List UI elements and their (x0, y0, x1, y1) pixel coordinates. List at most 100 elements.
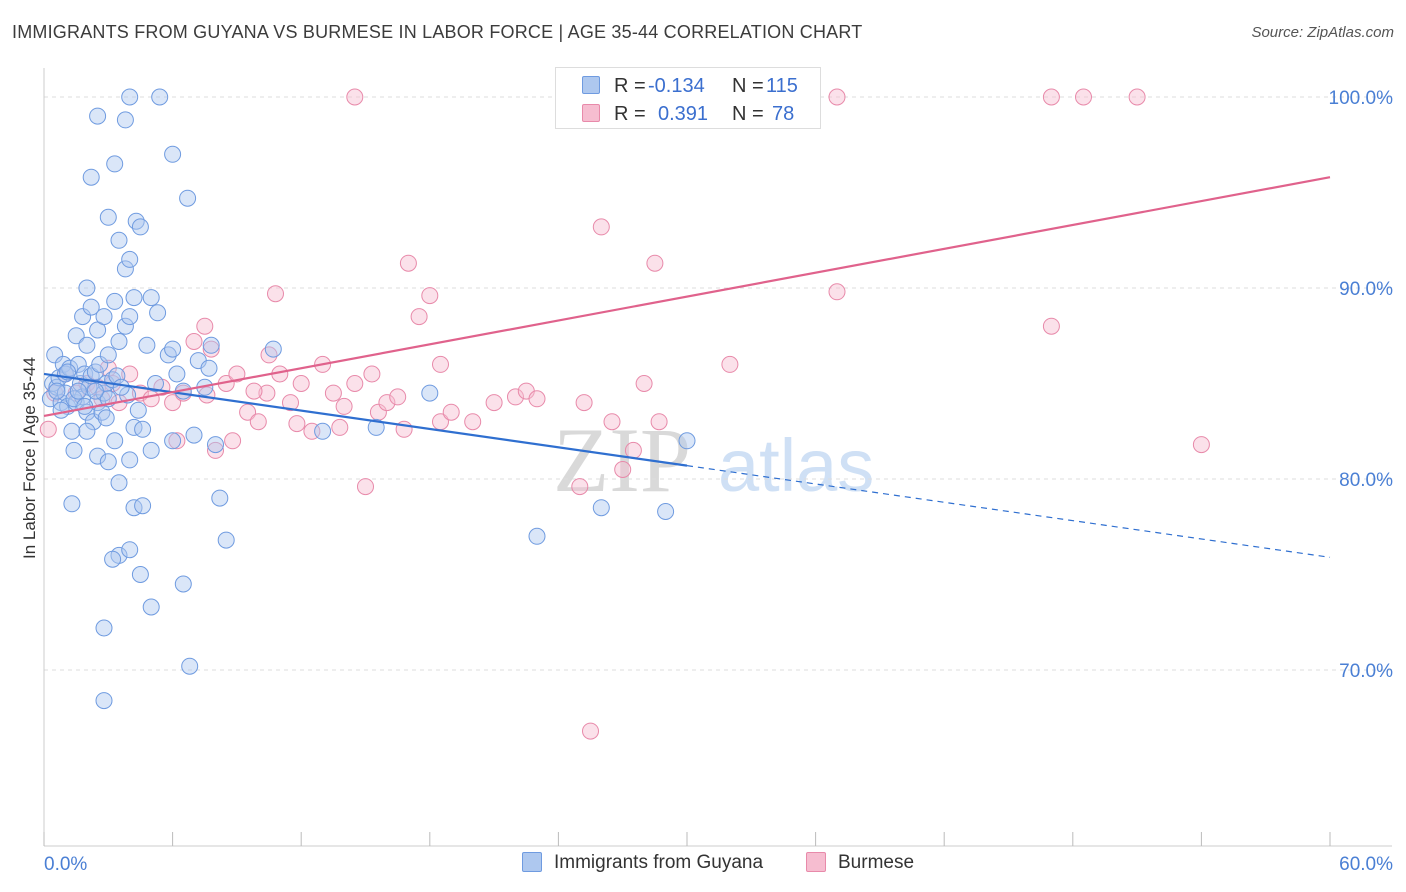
data-point (129, 401, 147, 419)
data-point (112, 378, 130, 396)
data-point (121, 365, 139, 383)
data-point (78, 336, 96, 354)
chart-title: IMMIGRANTS FROM GUYANA VS BURMESE IN LAB… (12, 22, 863, 42)
data-point (104, 550, 122, 568)
data-point (200, 359, 218, 377)
data-point (314, 422, 332, 440)
data-point (63, 495, 81, 513)
data-point (131, 566, 149, 583)
data-point (582, 722, 599, 740)
stats-legend: R = -0.134 N = 115 R = 0.391 N = 78 (555, 67, 821, 129)
data-point (288, 415, 306, 433)
data-point (258, 384, 276, 402)
data-point (367, 418, 385, 436)
data-point (575, 394, 593, 412)
data-point (282, 394, 299, 412)
x-tick-label: 60.0% (1339, 854, 1393, 875)
data-point (624, 441, 642, 459)
data-point (89, 447, 107, 465)
axes (43, 68, 1392, 847)
data-point (168, 365, 186, 383)
data-point (78, 422, 96, 440)
legend-n-value: 78 (772, 103, 795, 125)
data-point (346, 375, 364, 392)
y-tick-label: 70.0% (1339, 661, 1393, 682)
data-point (678, 432, 696, 450)
bottom-legend-burmese: Burmese (806, 852, 914, 874)
data-point (125, 418, 143, 436)
data-point (76, 365, 94, 383)
data-point (116, 317, 134, 335)
legend-swatch-pink (582, 104, 600, 122)
data-point (202, 340, 220, 358)
data-point (1192, 436, 1210, 454)
data-point (121, 541, 139, 559)
data-point (646, 254, 664, 272)
data-point (106, 292, 124, 310)
legend-row-guyana: R = -0.134 N = 115 (556, 72, 820, 100)
x-tick-label: 0.0% (44, 854, 87, 875)
data-point (432, 355, 449, 373)
data-point (82, 298, 100, 316)
data-point (121, 250, 139, 268)
legend-r-label: R = (614, 75, 646, 97)
source-credit: Source: ZipAtlas.com (1251, 24, 1394, 41)
data-point (592, 218, 610, 236)
axis-labels: 70.0% 80.0% 90.0% 100.0% 0.0% 60.0% In Labor F… (20, 88, 1393, 875)
data-point (149, 304, 167, 322)
data-point (63, 422, 81, 440)
data-point (95, 308, 113, 326)
data-point (99, 346, 117, 364)
data-point (224, 432, 242, 450)
data-point (1042, 88, 1060, 106)
data-point (131, 218, 149, 236)
watermark-zip: ZIP (553, 409, 691, 511)
y-tick-label: 80.0% (1339, 470, 1393, 491)
data-point (410, 308, 428, 326)
data-point (292, 375, 310, 392)
data-point (1042, 317, 1060, 335)
data-point (1075, 88, 1092, 106)
data-point (74, 308, 92, 326)
y-tick-label: 90.0% (1339, 279, 1393, 300)
data-point (164, 340, 182, 358)
data-point (69, 382, 87, 400)
data-point (134, 497, 152, 515)
data-point (91, 355, 109, 373)
data-point (164, 145, 182, 163)
legend-row-burmese: R = 0.391 N = 78 (556, 100, 820, 128)
bottom-legend-swatch-blue (522, 852, 542, 872)
data-point (267, 285, 284, 303)
legend-n-label: N = (732, 75, 764, 97)
data-point (67, 327, 85, 345)
data-point (179, 189, 197, 207)
watermark: ZIP atlas (553, 409, 874, 511)
data-point (164, 394, 182, 412)
data-point (635, 375, 653, 392)
data-point (421, 384, 439, 402)
data-point (528, 390, 546, 408)
data-point (164, 432, 182, 450)
data-point (95, 692, 113, 710)
data-point (95, 619, 113, 637)
data-point (106, 155, 124, 173)
data-point (185, 333, 203, 350)
guyana-points (41, 88, 696, 710)
data-point (147, 375, 164, 392)
data-point (217, 531, 235, 549)
data-point (399, 254, 417, 272)
data-point (121, 88, 139, 106)
data-point (442, 403, 460, 421)
data-point (1128, 88, 1146, 106)
data-point (78, 279, 96, 297)
data-point (239, 403, 257, 421)
data-point (116, 111, 134, 129)
data-point (89, 107, 107, 125)
data-point (207, 436, 224, 454)
data-point (86, 382, 104, 400)
data-point (121, 308, 139, 326)
legend-n-value: 115 (766, 75, 798, 97)
data-point (82, 168, 100, 186)
bottom-legend-guyana: Immigrants from Guyana (522, 852, 763, 874)
